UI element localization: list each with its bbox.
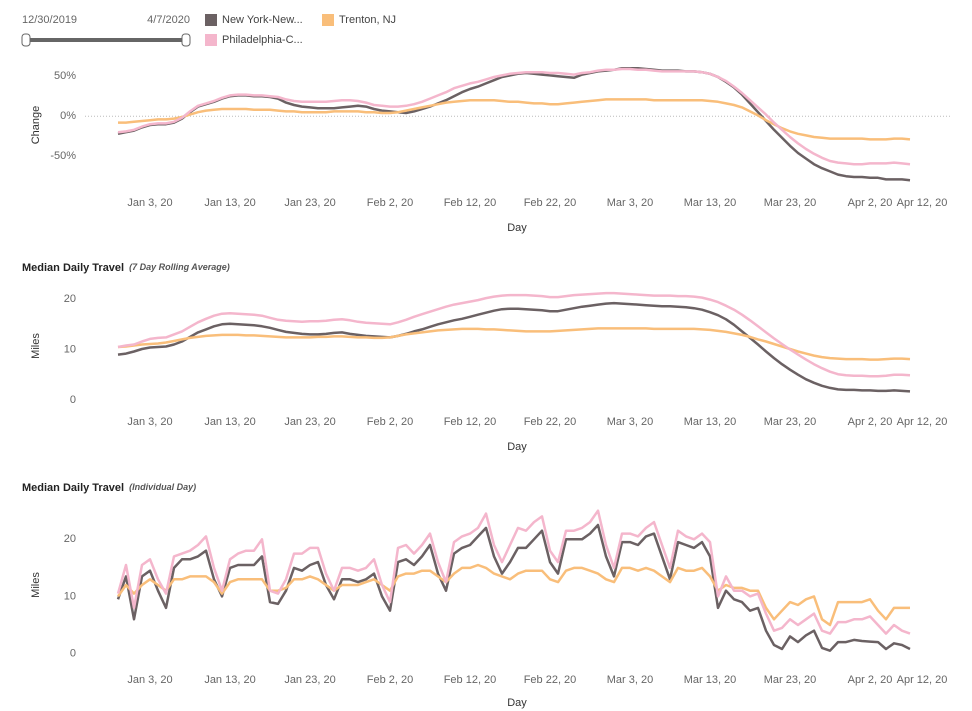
x-tick-label: Feb 2, 20: [367, 197, 413, 209]
y-tick-label: 10: [64, 343, 76, 355]
chart-subtitle: (Individual Day): [129, 482, 196, 492]
series-line: [117, 67, 911, 166]
x-tick-label: Feb 2, 20: [367, 674, 413, 686]
x-tick-label: Jan 23, 20: [284, 197, 335, 209]
x-tick-label: Mar 13, 20: [684, 674, 737, 686]
series-line: [116, 563, 910, 627]
x-tick-label: Mar 3, 20: [607, 674, 653, 686]
legend-label: Trenton, NJ: [339, 14, 396, 26]
y-axis-title: Miles: [30, 333, 42, 359]
y-tick-label: 20: [64, 293, 76, 305]
legend: New York-New... Trenton, NJ Philadelphia-C…: [205, 14, 396, 46]
y-axis-title: Miles: [30, 572, 42, 598]
x-axis-title: Day: [507, 222, 527, 234]
x-tick-label: Feb 2, 20: [367, 416, 413, 428]
series-line: [116, 509, 911, 635]
x-tick-label: Jan 23, 20: [284, 416, 335, 428]
series-line: [117, 291, 911, 378]
x-tick-label: Feb 22, 20: [524, 674, 577, 686]
series-line: [118, 98, 911, 141]
x-tick-label: Mar 23, 20: [764, 416, 817, 428]
x-tick-label: Mar 13, 20: [684, 416, 737, 428]
x-tick-label: Mar 23, 20: [764, 674, 817, 686]
x-tick-label: Mar 3, 20: [607, 197, 653, 209]
chart-title: Median Daily Travel: [22, 262, 124, 274]
x-tick-label: Jan 3, 20: [127, 674, 172, 686]
y-tick-label: -50%: [50, 150, 76, 162]
x-tick-label: Mar 23, 20: [764, 197, 817, 209]
slider-handle[interactable]: [181, 33, 191, 47]
chart-title: Median Daily Travel: [22, 482, 124, 494]
legend-swatch: [322, 14, 334, 26]
y-tick-label: 10: [64, 590, 76, 602]
legend-swatch: [205, 14, 217, 26]
x-tick-label: Jan 13, 20: [204, 674, 255, 686]
y-tick-label: 0: [70, 647, 76, 659]
chart-title: Median Daily Travel (Individual Day): [22, 482, 196, 494]
x-tick-label: Feb 22, 20: [524, 197, 577, 209]
y-tick-label: 50%: [54, 70, 76, 82]
x-tick-label: Apr 12, 20: [897, 197, 948, 209]
series-line: [117, 327, 911, 361]
legend-label: Philadelphia-C...: [222, 34, 303, 46]
x-tick-label: Mar 13, 20: [684, 197, 737, 209]
x-tick-label: Feb 22, 20: [524, 416, 577, 428]
series-line: [117, 301, 911, 393]
y-tick-label: 0: [70, 394, 76, 406]
slider-handle[interactable]: [21, 33, 31, 47]
x-tick-label: Jan 13, 20: [204, 197, 255, 209]
y-tick-label: 0%: [60, 110, 76, 122]
x-tick-label: Jan 3, 20: [127, 416, 172, 428]
x-tick-label: Jan 23, 20: [284, 674, 335, 686]
series-line: [116, 523, 911, 652]
x-tick-label: Apr 2, 20: [848, 674, 893, 686]
chart-subtitle: (7 Day Rolling Average): [129, 262, 230, 272]
series-line: [117, 66, 911, 182]
chart-title: Median Daily Travel (7 Day Rolling Averag…: [22, 262, 230, 274]
x-tick-label: Apr 2, 20: [848, 416, 893, 428]
x-tick-label: Apr 12, 20: [897, 416, 948, 428]
x-tick-label: Apr 2, 20: [848, 197, 893, 209]
x-tick-label: Feb 12, 20: [444, 416, 497, 428]
x-axis-title: Day: [507, 441, 527, 453]
x-tick-label: Feb 12, 20: [444, 674, 497, 686]
x-tick-label: Jan 3, 20: [127, 197, 172, 209]
y-axis-title: Change: [30, 106, 42, 145]
filter-end: 4/7/2020: [147, 14, 190, 26]
filter-start: 12/30/2019: [22, 14, 77, 26]
x-tick-label: Jan 13, 20: [204, 416, 255, 428]
x-tick-label: Mar 3, 20: [607, 416, 653, 428]
x-tick-label: Feb 12, 20: [444, 197, 497, 209]
x-tick-label: Apr 12, 20: [897, 674, 948, 686]
y-tick-label: 20: [64, 533, 76, 545]
x-axis-title: Day: [507, 697, 527, 709]
legend-swatch: [205, 34, 217, 46]
legend-label: New York-New...: [222, 14, 303, 26]
